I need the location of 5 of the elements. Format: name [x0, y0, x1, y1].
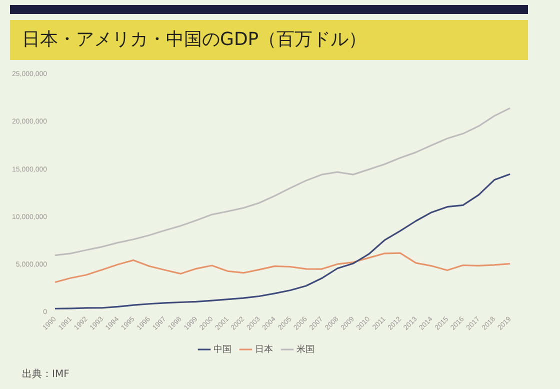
chart-title: 日本・アメリカ・中国のGDP（百万ドル）: [10, 20, 528, 60]
legend-label: 日本: [254, 344, 273, 355]
legend-label: 中国: [213, 344, 232, 355]
legend-label: 米国: [296, 344, 314, 355]
source-note: 出典：IMF: [22, 368, 70, 381]
